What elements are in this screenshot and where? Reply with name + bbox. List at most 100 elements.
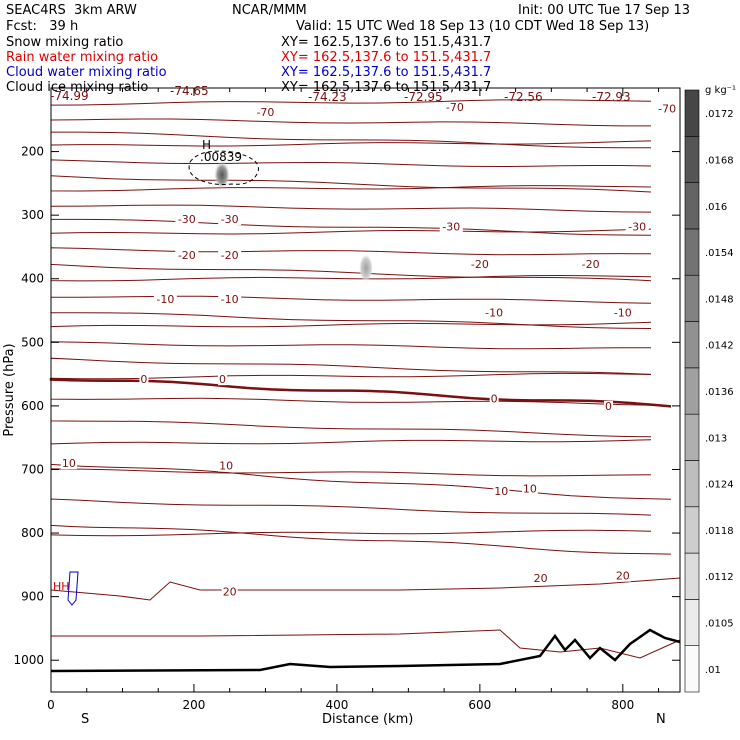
init-time: Init: 00 UTC Tue 17 Sep 13 xyxy=(518,3,691,18)
isotherm-label: 0 xyxy=(219,373,226,386)
x-axis-label: Distance (km) xyxy=(322,712,414,727)
field-snow-xy: XY= 162.5,137.6 to 151.5,431.7 xyxy=(281,35,492,50)
isotherm-label-bg xyxy=(218,213,242,225)
top-contour-label: -74.65 xyxy=(170,84,209,98)
plot-frame xyxy=(50,87,681,693)
isotherm-label-bg xyxy=(611,307,635,319)
colorbar-label: .0112 xyxy=(705,572,734,583)
isotherm-line xyxy=(50,498,652,516)
isotherm-line xyxy=(50,131,651,149)
y-axis-label: Pressure (hPa) xyxy=(2,343,17,437)
isotherm-line xyxy=(50,99,652,106)
y-tick-label: 400 xyxy=(21,272,44,286)
isotherm-line xyxy=(50,263,652,282)
field-cloud-water-name: Cloud water mixing ratio xyxy=(6,65,167,80)
isotherm-labels: -70 -70 -70 -30 -30 -30 -30 -20 -20 -20 -20 -10 -10 -… xyxy=(60,101,679,599)
isotherm-label-bg xyxy=(579,259,603,271)
isotherm-label: 10 xyxy=(523,483,537,496)
top-contour-label: -74.23 xyxy=(308,90,347,104)
isotherm-label: 10 xyxy=(62,457,76,470)
isotherm-label-bg xyxy=(482,307,506,319)
x-tick-label: 800 xyxy=(611,698,634,712)
isotherm-label: -10 xyxy=(485,306,503,319)
isotherm-label: -70 xyxy=(446,101,464,114)
isotherm-line xyxy=(50,204,652,213)
isotherm-label-bg xyxy=(614,570,631,582)
colorbar-swatch xyxy=(684,228,700,276)
colorbar-swatch xyxy=(684,552,700,600)
colorbar-swatch xyxy=(684,413,700,461)
isotherm-label: 0 xyxy=(140,373,147,386)
isotherm-label: -20 xyxy=(582,258,600,271)
isotherm-label: 20 xyxy=(223,586,237,599)
isotherm-label: 20 xyxy=(534,572,548,585)
field-cloud-ice-name: Cloud ice mixing ratio xyxy=(6,80,149,95)
colorbar-swatch xyxy=(684,460,700,508)
isotherm-line xyxy=(50,357,652,375)
center-title: NCAR/MMM xyxy=(232,3,307,18)
isotherm-label: -10 xyxy=(156,293,174,306)
isotherm-20-line xyxy=(50,577,681,601)
isotherm-line xyxy=(50,524,672,555)
isotherm-label: -30 xyxy=(628,221,646,234)
isotherm-label-bg xyxy=(253,107,277,119)
field-rain-xy: XY= 162.5,137.6 to 151.5,431.7 xyxy=(281,50,492,65)
colorbar-swatch xyxy=(684,182,700,230)
x-end-label-north: N xyxy=(656,712,666,727)
terrain-line xyxy=(50,628,681,673)
isotherm-label-bg xyxy=(60,458,77,470)
colorbar-label: .01 xyxy=(705,665,721,676)
isotherm-label: 10 xyxy=(219,460,233,473)
isotherm-label: -20 xyxy=(471,258,489,271)
top-contour-label: -72.56 xyxy=(504,90,543,104)
field-cloud-water-xy: XY= 162.5,137.6 to 151.5,431.7 xyxy=(281,65,492,80)
top-contour-label: -72.93 xyxy=(592,90,631,104)
snow-max-marker: H xyxy=(202,138,212,152)
isotherm-line xyxy=(50,247,652,256)
colorbar-label: .013 xyxy=(705,433,727,444)
y-tick-label: 300 xyxy=(21,208,44,222)
colorbar-label: .0142 xyxy=(705,341,734,352)
colorbar-label: .0154 xyxy=(705,248,734,259)
isotherm-label-bg xyxy=(655,103,679,115)
isotherm-line xyxy=(50,321,652,328)
y-tick-label: 200 xyxy=(21,145,44,159)
isotherm-line xyxy=(50,274,652,282)
colorbar-swatch xyxy=(684,599,700,646)
snow-shading: HH xyxy=(53,150,373,606)
isotherm-label-bg xyxy=(218,294,242,306)
colorbar-label: .0136 xyxy=(705,387,734,398)
model-title: SEAC4RS 3km ARW xyxy=(6,3,137,18)
colorbar-label: .0105 xyxy=(705,619,734,630)
isotherm-label-bg xyxy=(221,586,238,598)
y-tick-label: 800 xyxy=(21,526,44,540)
field-snow-name: Snow mixing ratio xyxy=(6,35,124,50)
isotherm-line xyxy=(50,529,652,537)
colorbar-label: .0118 xyxy=(705,526,734,537)
colorbar-label: .0148 xyxy=(705,294,734,305)
top-contour-label: -72.95 xyxy=(404,90,443,104)
x-tick-label: 400 xyxy=(325,698,348,712)
isotherm-label-bg xyxy=(625,221,649,233)
isotherm-label-bg xyxy=(139,374,149,386)
field-cloud-ice-xy: XY= 162.5,137.6 to 151.5,431.7 xyxy=(281,80,492,95)
isotherm-label-bg xyxy=(489,393,499,405)
rain-max-marker: HH xyxy=(53,580,70,593)
isotherm-line xyxy=(50,312,652,329)
colorbar-label: .0172 xyxy=(705,109,734,120)
isotherm-label-bg xyxy=(532,573,549,585)
colorbar-swatch xyxy=(684,367,700,415)
isotherm-line xyxy=(50,420,652,438)
colorbar-swatch xyxy=(684,321,700,369)
y-tick-label: 900 xyxy=(21,590,44,604)
isotherm-label-bg xyxy=(218,374,228,386)
colorbar-swatch xyxy=(684,506,700,554)
isotherm-label-bg xyxy=(521,483,538,495)
snow-max-value: .00839 xyxy=(200,150,242,164)
isotherm-line xyxy=(50,468,652,477)
y-tick-label: 600 xyxy=(21,399,44,413)
x-tick-label: 200 xyxy=(183,698,206,712)
isotherm-line xyxy=(50,140,652,147)
